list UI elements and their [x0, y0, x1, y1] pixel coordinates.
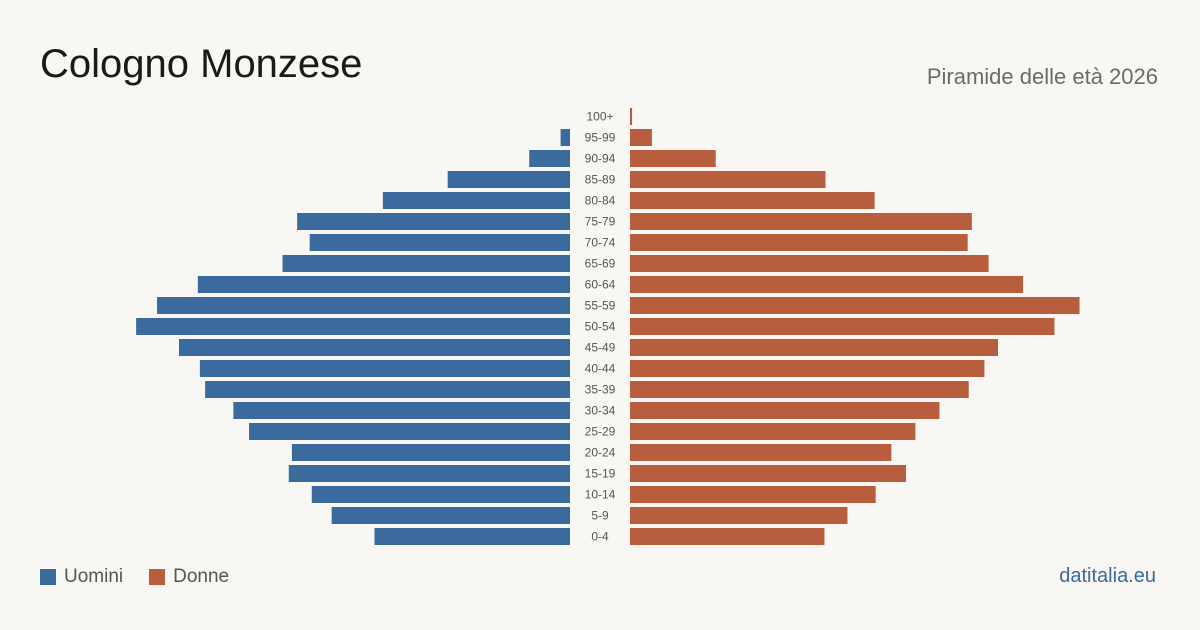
age-label-0-4: 0-4	[591, 530, 609, 544]
age-label-15-19: 15-19	[585, 467, 616, 481]
bar-men-95-99	[560, 129, 570, 146]
bar-men-35-39	[205, 381, 571, 398]
bar-women-90-94	[630, 150, 716, 167]
age-label-70-74: 70-74	[585, 236, 616, 250]
bar-men-60-64	[197, 276, 570, 293]
chart-legend: Uomini Donne	[40, 566, 255, 588]
age-label-25-29: 25-29	[585, 425, 616, 439]
legend-label-women: Donne	[173, 566, 230, 587]
bar-men-50-54	[136, 318, 571, 335]
age-label-30-34: 30-34	[585, 404, 616, 418]
bar-women-80-84	[630, 192, 875, 209]
bar-men-10-14	[311, 486, 570, 503]
bar-men-45-49	[179, 339, 570, 356]
bar-women-95-99	[630, 129, 652, 146]
bar-women-15-19	[630, 465, 906, 482]
age-label-80-84: 80-84	[585, 194, 616, 208]
bar-women-50-54	[630, 318, 1055, 335]
bar-men-40-44	[199, 360, 570, 377]
bar-men-5-9	[331, 507, 570, 524]
bar-women-60-64	[630, 276, 1024, 293]
brand-link[interactable]: datitalia.eu	[1059, 565, 1156, 587]
bar-women-25-29	[630, 423, 916, 440]
age-label-100+: 100+	[586, 110, 613, 124]
bar-men-85-89	[447, 171, 570, 188]
legend-item-women: Donne	[149, 566, 229, 588]
bar-women-0-4	[630, 528, 825, 545]
legend-label-men: Uomini	[64, 566, 124, 587]
bar-women-40-44	[630, 360, 985, 377]
bar-men-30-34	[233, 402, 570, 419]
bar-women-10-14	[630, 486, 876, 503]
bar-women-85-89	[630, 171, 826, 188]
age-label-45-49: 45-49	[585, 341, 616, 355]
age-label-40-44: 40-44	[585, 362, 616, 376]
bar-women-35-39	[630, 381, 969, 398]
bar-women-30-34	[630, 402, 940, 419]
bar-women-5-9	[630, 507, 848, 524]
legend-swatch-women	[149, 569, 166, 585]
bar-men-90-94	[529, 150, 570, 167]
bar-women-100+	[630, 108, 633, 125]
age-label-95-99: 95-99	[585, 131, 616, 145]
legend-item-men: Uomini	[40, 566, 123, 588]
age-label-60-64: 60-64	[585, 278, 616, 292]
age-label-75-79: 75-79	[585, 215, 616, 229]
bar-men-15-19	[288, 465, 570, 482]
age-label-90-94: 90-94	[585, 152, 616, 166]
bar-men-0-4	[374, 528, 570, 545]
age-label-65-69: 65-69	[585, 257, 616, 271]
bar-women-55-59	[630, 297, 1080, 314]
bar-women-75-79	[630, 213, 972, 230]
bar-women-65-69	[630, 255, 989, 272]
age-label-10-14: 10-14	[585, 488, 616, 502]
bar-men-20-24	[291, 444, 570, 461]
age-label-50-54: 50-54	[585, 320, 616, 334]
legend-swatch-men	[40, 569, 56, 585]
age-label-55-59: 55-59	[585, 299, 616, 313]
bar-women-70-74	[630, 234, 968, 251]
bar-men-25-29	[249, 423, 570, 440]
bar-men-75-79	[297, 213, 570, 230]
page-title: Cologno Monzese	[40, 42, 363, 86]
bar-men-55-59	[157, 297, 570, 314]
age-label-35-39: 35-39	[585, 383, 616, 397]
age-label-85-89: 85-89	[585, 173, 616, 187]
bar-men-80-84	[382, 192, 570, 209]
bar-women-20-24	[630, 444, 892, 461]
bar-men-70-74	[309, 234, 570, 251]
bar-women-45-49	[630, 339, 998, 356]
age-label-5-9: 5-9	[591, 509, 609, 523]
bar-men-65-69	[282, 255, 570, 272]
chart-subtitle: Piramide delle età 2026	[926, 64, 1158, 89]
age-label-20-24: 20-24	[585, 446, 616, 460]
